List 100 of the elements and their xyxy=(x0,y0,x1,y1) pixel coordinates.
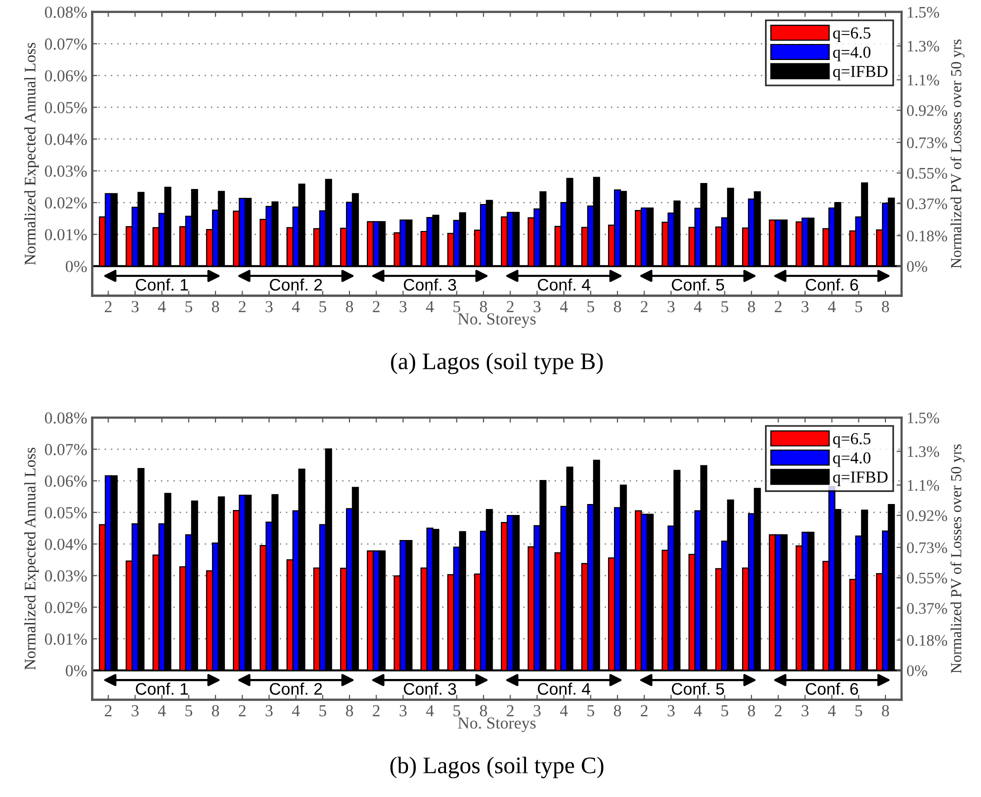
y-tick-label: 0.05% xyxy=(44,507,87,518)
y2-tick-label: 1.3% xyxy=(908,40,940,52)
x-tick-label: 4 xyxy=(694,301,702,312)
y2-axis-title: Normalized PV of Losses over 50 yrs xyxy=(950,444,964,674)
y-tick-label: 0.08% xyxy=(44,412,87,424)
y2-tick-label: 0% xyxy=(907,665,928,676)
annotation: Conf. 6 xyxy=(806,682,858,695)
y2-tick-label: 0% xyxy=(907,261,928,272)
x-tick-label: 8 xyxy=(614,301,622,312)
annotation: Conf. 2 xyxy=(270,682,322,695)
y2-tick-label: 0.37% xyxy=(907,603,948,614)
y-tick-label: 0.03% xyxy=(44,570,87,582)
x-tick-label: 5 xyxy=(721,705,728,716)
x-tick-label: 4 xyxy=(828,301,836,312)
x-tick-label: 8 xyxy=(748,705,755,716)
x-tick-label: 5 xyxy=(587,705,594,716)
text: (b) Lagos (soil type C) xyxy=(390,756,604,778)
legend-label: q=IFBD xyxy=(833,66,888,80)
x-tick-label: 3 xyxy=(668,301,675,312)
y-tick-label: 0.04% xyxy=(44,134,87,146)
x-tick-label: 5 xyxy=(453,705,460,716)
x-tick-label: 3 xyxy=(266,705,273,716)
y2-tick-label: 0.92% xyxy=(907,510,948,522)
x-tick-label: 4 xyxy=(158,705,166,716)
y-axis-title: Normalized Expected Annual Loss xyxy=(24,448,39,670)
x-tick-label: 5 xyxy=(587,301,594,312)
x-tick-label: 5 xyxy=(855,301,862,312)
x-tick-label: 3 xyxy=(266,301,273,312)
x-tick-label: 3 xyxy=(132,705,139,716)
x-tick-label: 8 xyxy=(346,705,354,716)
x-tick-label: 2 xyxy=(104,301,112,312)
y2-tick-label: 0.73% xyxy=(907,137,948,148)
x-tick-label: 2 xyxy=(506,705,514,716)
x-tick-label: 5 xyxy=(319,705,326,716)
x-tick-label: 8 xyxy=(212,301,220,312)
x-tick-label: 4 xyxy=(292,705,300,716)
y-tick-label: 0.02% xyxy=(44,197,87,209)
x-tick-label: 3 xyxy=(802,301,809,312)
annotation: Conf. 5 xyxy=(672,278,724,291)
text: (a) Lagos (soil type B) xyxy=(391,352,603,374)
y2-tick-label: 0.18% xyxy=(907,230,948,242)
annotation: Conf. 3 xyxy=(404,682,456,695)
x-tick-label: 2 xyxy=(104,705,112,716)
y2-tick-label: 0.92% xyxy=(907,105,948,116)
y2-axis-title: Normalized PV of Losses over 50 yrs xyxy=(950,40,964,268)
x-tick-label: 3 xyxy=(668,705,675,716)
y2-tick-label: 1.5% xyxy=(908,6,940,18)
annotation: Conf. 1 xyxy=(136,278,188,291)
annotation: Conf. 3 xyxy=(404,278,456,291)
x-tick-label: 4 xyxy=(560,301,568,312)
x-tick-label: 4 xyxy=(828,705,836,716)
x-tick-label: 5 xyxy=(855,705,862,716)
legend-label: q=4.0 xyxy=(833,46,870,62)
legend-label: q=6.5 xyxy=(833,433,870,448)
y-tick-label: 0.04% xyxy=(44,538,87,550)
x-tick-label: 8 xyxy=(748,301,755,312)
x-tick-label: 3 xyxy=(534,301,541,312)
x-tick-label: 3 xyxy=(132,301,139,312)
y-tick-label: 0.07% xyxy=(44,444,87,456)
y-tick-label: 0.08% xyxy=(44,6,87,18)
y2-tick-label: 0.37% xyxy=(907,198,948,210)
y2-tick-label: 0.18% xyxy=(907,635,948,646)
x-tick-label: 8 xyxy=(480,705,488,716)
annotation: Conf. 4 xyxy=(538,278,590,291)
x-tick-label: 5 xyxy=(185,705,192,716)
y2-tick-label: 0.73% xyxy=(907,542,948,554)
legend-label: q=IFBD xyxy=(833,472,888,486)
x-tick-label: 2 xyxy=(238,705,246,716)
annotation: Conf. 5 xyxy=(672,682,724,695)
y-tick-label: 0.06% xyxy=(44,476,87,487)
y-tick-label: 0.02% xyxy=(44,602,87,614)
x-tick-label: 8 xyxy=(882,301,889,312)
x-tick-label: 2 xyxy=(640,301,648,312)
y2-tick-label: 0.55% xyxy=(907,572,948,584)
x-tick-label: 4 xyxy=(426,301,434,312)
annotation: Conf. 6 xyxy=(806,278,858,291)
x-tick-label: 4 xyxy=(694,705,702,716)
y-tick-label: 0.01% xyxy=(44,229,87,240)
y2-tick-label: 1.1% xyxy=(908,74,940,86)
x-tick-label: 3 xyxy=(534,705,541,716)
x-tick-label: 5 xyxy=(721,301,728,312)
y2-tick-label: 1.1% xyxy=(908,480,940,491)
x-axis-title: No. Storeys xyxy=(458,717,536,732)
x-tick-label: 5 xyxy=(319,301,326,312)
x-tick-label: 8 xyxy=(212,705,220,716)
x-tick-label: 5 xyxy=(453,301,460,312)
annotation: Conf. 2 xyxy=(270,278,322,291)
annotation: Conf. 1 xyxy=(136,682,188,695)
y-tick-label: 0.07% xyxy=(44,38,87,50)
x-tick-label: 2 xyxy=(774,705,782,716)
x-tick-label: 2 xyxy=(372,301,380,312)
x-tick-label: 2 xyxy=(640,705,648,716)
x-tick-label: 8 xyxy=(882,705,889,716)
legend-label: q=4.0 xyxy=(833,452,870,467)
y-tick-label: 0% xyxy=(66,665,87,676)
x-tick-label: 3 xyxy=(400,301,407,312)
x-tick-label: 4 xyxy=(292,301,300,312)
x-tick-label: 2 xyxy=(506,301,514,312)
y-tick-label: 0.01% xyxy=(44,633,87,645)
legend-label: q=6.5 xyxy=(833,27,870,42)
